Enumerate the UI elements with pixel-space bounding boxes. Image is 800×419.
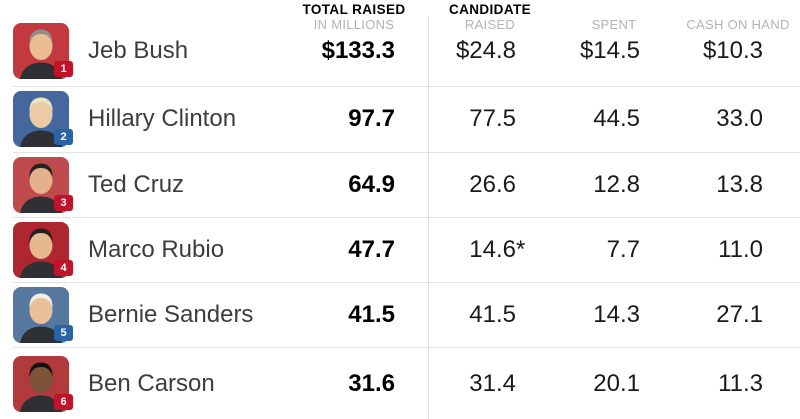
cash-on-hand-value: 11.0 (718, 236, 763, 264)
cash-on-hand-value: $10.3 (702, 37, 763, 65)
header-line1 (676, 2, 800, 17)
candidate-name: Ben Carson (88, 369, 215, 397)
candidate-photo: 4 (13, 222, 73, 279)
candidate-name: Jeb Bush (88, 37, 189, 65)
spent-value: 7.7 (606, 236, 640, 264)
candidate-photo: 1 (13, 23, 73, 80)
candidate-name: Bernie Sanders (88, 301, 254, 329)
spent-value: 44.5 (593, 105, 640, 133)
candidate-cell: 4 Marco Rubio (13, 222, 280, 279)
header-line2: SPENT (591, 17, 637, 32)
cash-on-hand-value: 13.8 (716, 170, 763, 198)
spent-value: 14.3 (593, 301, 640, 329)
candidate-raised-value: 31.4 (469, 369, 516, 397)
candidate-photo: 5 (13, 287, 73, 344)
cash-on-hand-column-header: CASH ON HAND (676, 2, 800, 32)
candidate-cell: 3 Ted Cruz (13, 156, 280, 213)
candidate-photo: 2 (13, 91, 73, 148)
candidate-name: Hillary Clinton (88, 105, 237, 133)
candidate-name: Marco Rubio (88, 236, 225, 264)
column-divider-line (428, 16, 429, 419)
table-row: 1 Jeb Bush $133.3 $24.8 $14.5 $10.3 (13, 16, 800, 88)
header-line2: RAISED (464, 17, 516, 32)
portrait-illustration (20, 362, 62, 412)
total-raised-value: $133.3 (321, 37, 395, 65)
total-raised-value: 31.6 (348, 369, 395, 397)
candidate-raised-column-header: CANDIDATE RAISED (428, 2, 552, 32)
rank-badge: 6 (54, 393, 73, 410)
table-row: 3 Ted Cruz 64.9 26.6 12.8 13.8 (13, 153, 800, 218)
rank-badge: 2 (54, 129, 73, 146)
total-raised-value: 47.7 (348, 236, 395, 264)
cash-on-hand-value: 33.0 (716, 105, 763, 133)
candidate-column-header (13, 2, 280, 16)
table-row: 4 Marco Rubio 47.7 14.6* 7.7 11.0 (13, 218, 800, 284)
portrait-illustration (20, 29, 62, 80)
total-raised-value: 41.5 (348, 301, 395, 329)
candidate-raised-value: $24.8 (455, 37, 516, 65)
rank-badge: 3 (54, 194, 73, 211)
rank-badge: 5 (54, 325, 73, 342)
portrait-illustration (20, 97, 62, 148)
total-raised-value: 97.7 (348, 105, 395, 133)
portrait-illustration (20, 293, 62, 344)
candidate-photo: 6 (13, 355, 73, 412)
table-header: TOTAL RAISED IN MILLIONS CANDIDATE RAISE… (13, 0, 800, 32)
candidate-cell: 1 Jeb Bush (13, 23, 280, 80)
header-line1 (552, 2, 676, 17)
candidate-raised-value: 41.5 (469, 301, 516, 329)
total-raised-column-header: TOTAL RAISED IN MILLIONS (280, 2, 428, 32)
candidate-cell: 5 Bernie Sanders (13, 287, 280, 344)
candidate-raised-value: 14.6* (469, 236, 526, 264)
spent-value: $14.5 (579, 37, 640, 65)
cash-on-hand-value: 11.3 (718, 369, 763, 397)
header-line2: CASH ON HAND (686, 17, 790, 32)
header-line2: IN MILLIONS (313, 17, 395, 32)
portrait-illustration (20, 228, 62, 279)
table-row: 2 Hillary Clinton 97.7 77.5 44.5 33.0 (13, 87, 800, 153)
candidate-cell: 6 Ben Carson (13, 355, 280, 412)
candidate-name: Ted Cruz (88, 170, 185, 198)
candidate-raised-value: 77.5 (469, 105, 516, 133)
spent-value: 12.8 (593, 170, 640, 198)
candidate-photo: 3 (13, 156, 73, 213)
rank-badge: 4 (54, 260, 73, 277)
total-raised-value: 64.9 (348, 170, 395, 198)
table-row: 5 Bernie Sanders 41.5 41.5 14.3 27.1 (13, 283, 800, 349)
header-line1: TOTAL RAISED (302, 2, 406, 17)
candidate-cell: 2 Hillary Clinton (13, 91, 280, 148)
spent-value: 20.1 (593, 369, 640, 397)
portrait-illustration (20, 163, 62, 213)
candidate-raised-value: 26.6 (469, 170, 516, 198)
table-row: 6 Ben Carson 31.6 31.4 20.1 11.3 (13, 348, 800, 419)
header-line1: CANDIDATE (448, 2, 532, 17)
rank-badge: 1 (54, 61, 73, 78)
spent-column-header: SPENT (552, 2, 676, 32)
cash-on-hand-value: 27.1 (716, 301, 763, 329)
